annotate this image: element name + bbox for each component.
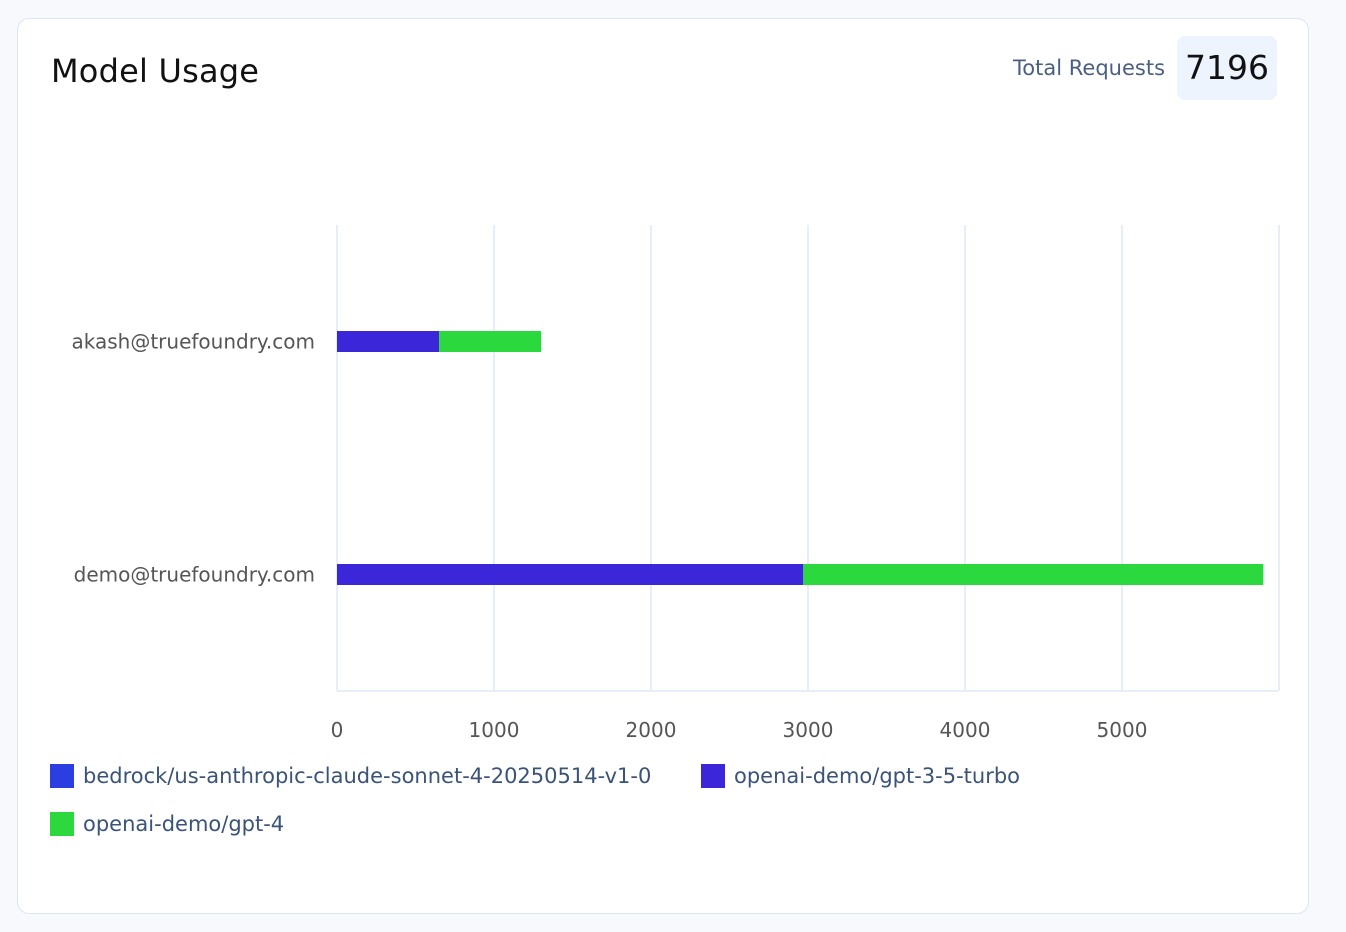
x-tick-label: 1000 bbox=[469, 718, 520, 742]
x-tick-label: 3000 bbox=[783, 718, 834, 742]
legend-label: openai-demo/gpt-4 bbox=[83, 812, 285, 836]
y-category-label: akash@truefoundry.com bbox=[72, 330, 316, 354]
y-axis-labels: akash@truefoundry.com demo@truefoundry.co… bbox=[72, 330, 316, 587]
total-requests-label: Total Requests bbox=[1013, 56, 1166, 80]
x-tick-label: 0 bbox=[331, 718, 344, 742]
card-title: Model Usage bbox=[51, 52, 260, 90]
bar-segment bbox=[337, 331, 440, 352]
legend-label: openai-demo/gpt-3-5-turbo bbox=[734, 764, 1021, 788]
legend-swatch bbox=[50, 812, 74, 836]
legend-swatch bbox=[50, 764, 74, 788]
bar-segment bbox=[803, 564, 1264, 585]
y-category-label: demo@truefoundry.com bbox=[74, 563, 315, 587]
x-tick-label: 4000 bbox=[940, 718, 991, 742]
legend-item-gpt-4[interactable]: openai-demo/gpt-4 bbox=[50, 812, 284, 836]
legend-label: bedrock/us-anthropic-claude-sonnet-4-202… bbox=[83, 764, 652, 788]
bar-segment bbox=[337, 564, 804, 585]
total-requests-value: 7196 bbox=[1177, 36, 1277, 100]
legend-swatch bbox=[701, 764, 725, 788]
x-tick-label: 2000 bbox=[626, 718, 677, 742]
bar-segment bbox=[439, 331, 542, 352]
usage-bar-chart: akash@truefoundry.com demo@truefoundry.co… bbox=[72, 225, 1280, 742]
grid-lines bbox=[336, 225, 1280, 692]
x-tick-label: 5000 bbox=[1097, 718, 1148, 742]
total-requests: Total Requests 7196 bbox=[1013, 36, 1277, 100]
model-usage-card: Model Usage Total Requests 7196 akash@tr… bbox=[17, 18, 1309, 914]
x-axis-ticks: 0 1000 2000 3000 4000 5000 bbox=[331, 718, 1148, 742]
bars bbox=[337, 331, 1264, 585]
legend-item-claude-sonnet[interactable]: bedrock/us-anthropic-claude-sonnet-4-202… bbox=[50, 764, 651, 788]
legend-item-gpt-3-5-turbo[interactable]: openai-demo/gpt-3-5-turbo bbox=[701, 764, 1020, 788]
